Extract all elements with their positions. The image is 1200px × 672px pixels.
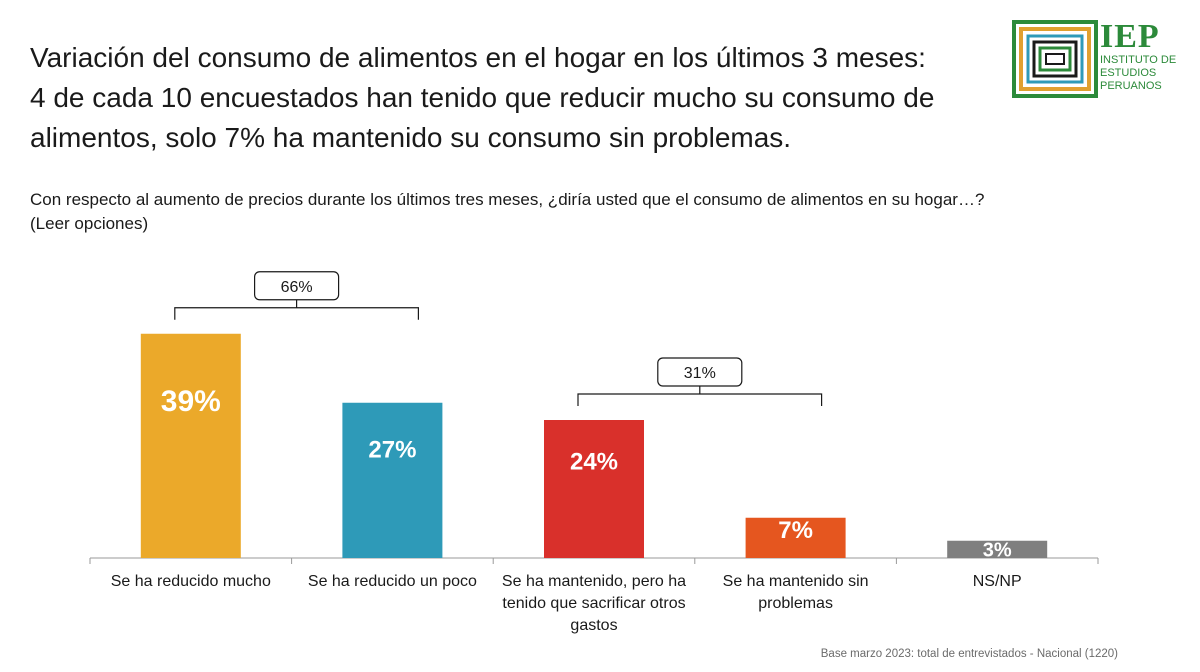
footer-note: Base marzo 2023: total de entrevistados … [820,648,1118,660]
bar-data-label: 27% [368,436,416,463]
category-label: Se ha reducido mucho [111,573,271,590]
logo-subtitle: ESTUDIOS [1100,67,1157,79]
category-label: Se ha mantenido, pero ha [502,573,686,590]
logo-subtitle: PERUANOS [1100,80,1162,92]
category-label: Se ha mantenido sin [723,573,869,590]
iep-logo-icon [1012,20,1098,98]
bar-data-label: 7% [778,517,813,544]
bar-data-label: 24% [570,448,618,475]
bar-data-label: 3% [983,539,1012,561]
logo-name: IEP [1100,18,1160,55]
title-line: alimentos, solo 7% ha mantenido su consu… [30,122,792,153]
bar-data-label: 39% [161,385,221,418]
page-title: Variación del consumo de alimentos en el… [30,38,960,158]
bar [140,333,241,558]
bar [745,517,846,558]
title-line: 4 de cada 10 encuestados han tenido que … [30,82,935,113]
logo-text: IEP INSTITUTO DE ESTUDIOS PERUANOS [1100,20,1176,93]
group-brace [174,299,419,320]
group-total-box [657,357,743,387]
title-line: Variación del consumo de alimentos en el… [30,42,926,73]
bar [544,420,644,558]
category-label: tenido que sacrificar otros [502,595,685,612]
category-label: problemas [758,595,833,612]
group-brace [577,386,823,406]
logo-subtitle: INSTITUTO DE [1100,54,1177,66]
bar [947,540,1048,558]
question-line: (Leer opciones) [30,214,149,233]
group-total-label: 66% [281,279,313,296]
group-total-label: 31% [684,365,716,382]
survey-question: Con respecto al aumento de precios duran… [30,188,1130,236]
question-line: Con respecto al aumento de precios duran… [30,190,985,209]
category-label: Se ha reducido un poco [308,573,477,590]
category-label: NS/NP [973,573,1022,590]
bar-chart: 39% Se ha reducido mucho 27% Se ha reducido… [89,271,1099,634]
category-label: gastos [570,617,617,634]
bar [342,402,443,558]
group-total-box [254,271,340,301]
